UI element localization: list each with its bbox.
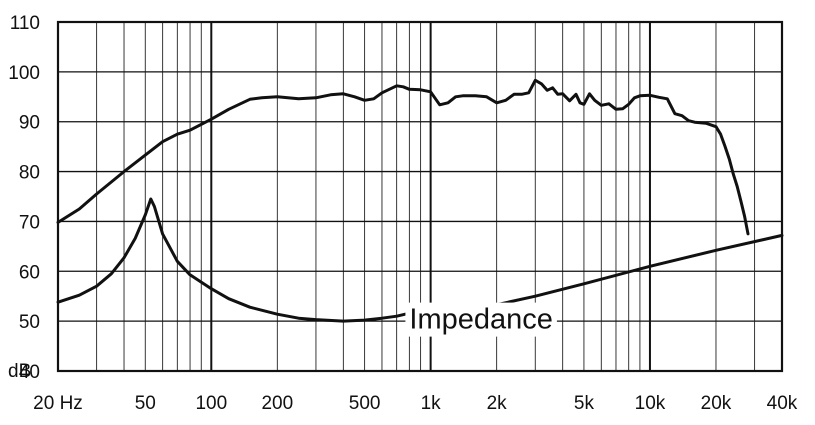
x-tick-label: 2k <box>487 393 508 414</box>
response-curves <box>56 78 784 323</box>
y-axis-unit-label: dB <box>8 361 31 382</box>
y-tick-label: 70 <box>19 212 40 233</box>
y-tick-label: 100 <box>8 63 40 84</box>
x-tick-label: 1k <box>421 393 442 414</box>
y-tick-label: 110 <box>10 13 40 34</box>
x-tick-label: 5k <box>574 393 595 414</box>
plot-frame <box>56 20 784 373</box>
y-tick-label: 60 <box>19 262 40 283</box>
y-tick-label: 50 <box>19 312 40 333</box>
x-tick-label: 10k <box>635 393 666 414</box>
annotation-background <box>405 302 557 337</box>
x-tick-label: 40k <box>767 393 798 414</box>
x-tick-label: 500 <box>349 393 381 414</box>
y-tick-label: 40 <box>19 362 40 383</box>
x-tick-label: 20 Hz <box>33 393 83 414</box>
spl-response-curve <box>56 78 750 236</box>
x-axis-tick-labels: 20 Hz 50 100 200 500 1k 2k 5k 10k 20k 40k <box>33 393 798 414</box>
x-tick-label: 50 <box>135 393 156 414</box>
x-tick-label: 100 <box>195 393 227 414</box>
y-tick-label: 80 <box>19 163 40 184</box>
x-tick-label: 20k <box>701 393 732 414</box>
y-axis-tick-labels: 40 50 60 70 80 90 100 110 <box>8 13 40 383</box>
y-tick-label: 90 <box>19 113 40 134</box>
x-tick-label: 200 <box>261 393 293 414</box>
impedance-annotation: Impedance <box>409 304 553 336</box>
chart-annotations: Impedance <box>405 302 557 337</box>
